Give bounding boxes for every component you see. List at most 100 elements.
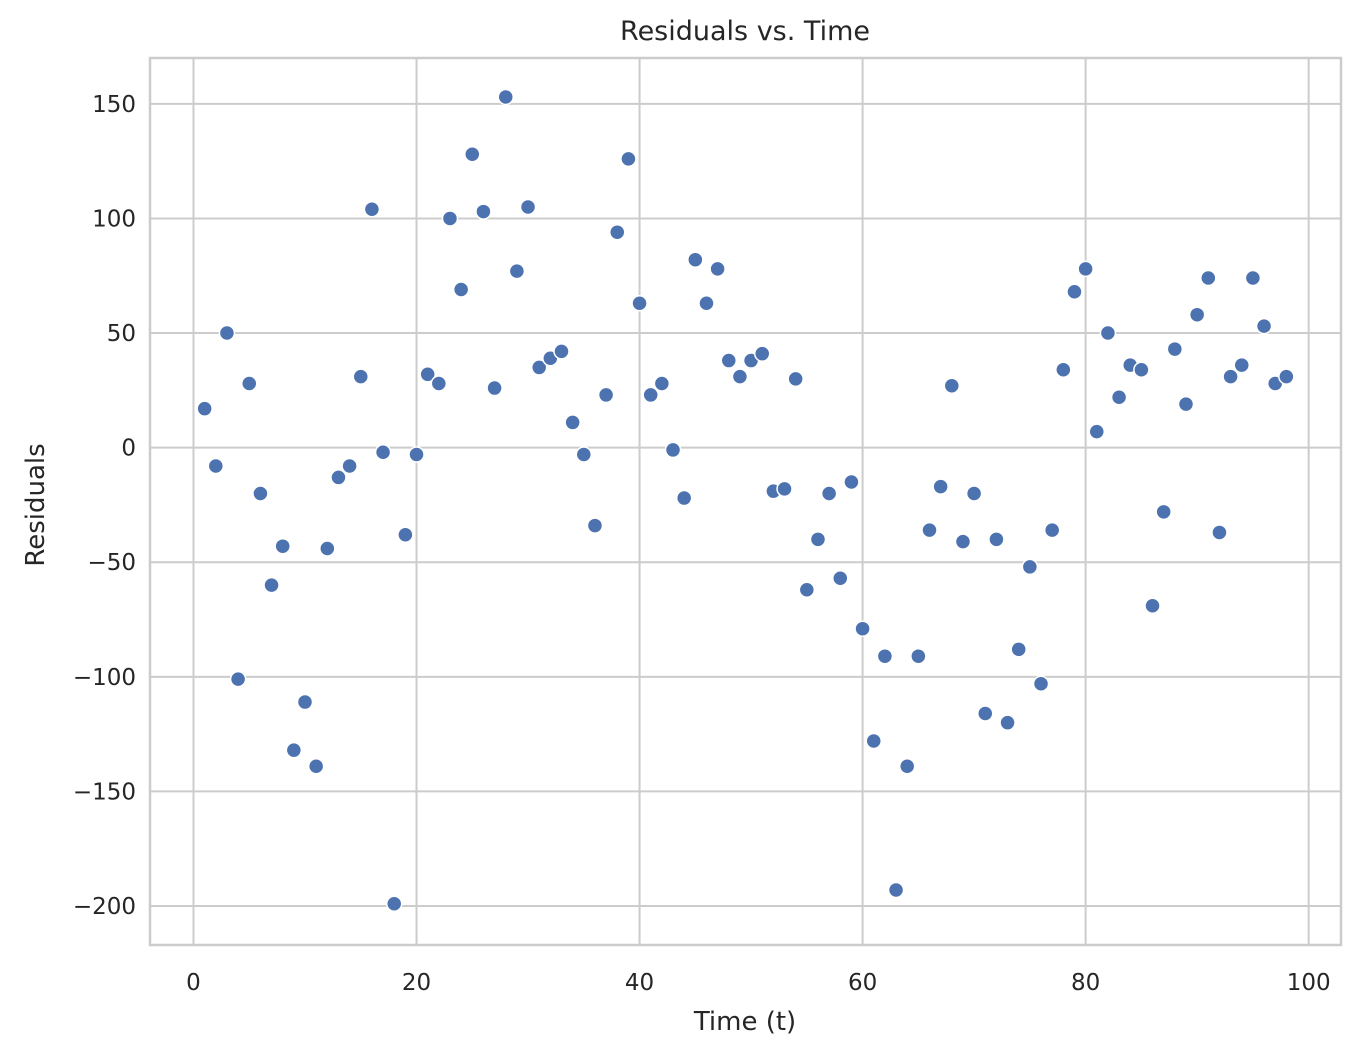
y-tick-label: −150 [73, 779, 136, 805]
grid-lines [150, 58, 1341, 945]
data-point [731, 368, 749, 385]
data-point [977, 705, 994, 722]
data-point [843, 473, 860, 491]
data-point [1032, 675, 1050, 692]
data-point [1110, 388, 1128, 406]
data-point [999, 714, 1016, 731]
data-point [687, 251, 704, 268]
data-point [274, 537, 291, 555]
data-point [419, 366, 436, 383]
data-point [943, 377, 961, 395]
data-points [196, 88, 1295, 912]
data-point [854, 620, 871, 637]
y-tick-labels: 150 100 50 0 −50 −100 −150 −200 [73, 92, 136, 920]
data-point [988, 531, 1005, 548]
x-tick-label: 100 [1287, 970, 1331, 996]
data-point [385, 895, 403, 912]
data-point [307, 757, 325, 775]
data-point [1200, 269, 1217, 287]
data-point [709, 260, 726, 278]
data-point [441, 210, 459, 227]
data-point [497, 88, 514, 106]
data-point [575, 446, 593, 463]
x-tick-labels: 0 20 40 60 80 100 [186, 970, 1330, 996]
data-point [642, 386, 659, 404]
data-point [832, 570, 849, 587]
data-point [508, 262, 526, 280]
data-point [1144, 597, 1161, 615]
data-point [319, 540, 336, 557]
data-point [1155, 503, 1172, 521]
data-point [809, 531, 827, 548]
data-point [1244, 269, 1262, 287]
y-tick-label: −200 [73, 894, 136, 920]
data-point [921, 521, 938, 539]
data-point [397, 526, 414, 543]
data-point [965, 485, 983, 502]
data-point [196, 400, 213, 417]
plot-area-frame [148, 56, 1343, 947]
x-axis-label: Time (t) [693, 1007, 796, 1037]
data-point [530, 359, 548, 376]
x-tick-label: 20 [402, 970, 431, 996]
data-point [898, 757, 916, 775]
data-point [374, 443, 392, 461]
data-point [553, 343, 570, 360]
data-point [675, 489, 693, 507]
y-tick-label: 150 [92, 92, 136, 118]
data-point [1177, 395, 1195, 413]
data-point [1222, 368, 1239, 385]
data-point [910, 647, 927, 665]
data-point [1255, 317, 1273, 335]
x-tick-label: 60 [848, 970, 877, 996]
data-point [698, 294, 715, 312]
data-point [564, 414, 581, 431]
y-tick-label: 0 [121, 436, 136, 462]
data-point [1021, 558, 1039, 576]
data-point [1010, 641, 1027, 658]
data-point [876, 647, 894, 665]
data-point [597, 386, 615, 404]
data-point [341, 457, 358, 475]
data-point [1099, 324, 1117, 342]
data-point [954, 533, 972, 550]
y-axis-label: Residuals [21, 443, 51, 566]
data-point [363, 201, 381, 218]
data-point [1077, 260, 1094, 278]
data-point [1066, 283, 1083, 301]
data-point [464, 146, 481, 163]
data-point [753, 345, 771, 362]
data-point [798, 581, 816, 598]
data-point [207, 457, 225, 475]
data-point [1133, 361, 1150, 378]
data-point [1278, 368, 1295, 385]
x-tick-label: 0 [186, 970, 201, 996]
y-tick-label: 100 [92, 206, 136, 232]
data-point [620, 150, 637, 168]
data-point [452, 281, 470, 298]
data-point [486, 379, 503, 397]
data-point [787, 370, 804, 388]
data-point [430, 375, 448, 392]
data-point [285, 741, 303, 759]
data-point [330, 469, 347, 486]
data-point [1211, 524, 1228, 541]
data-point [1233, 356, 1250, 374]
chart-title: Residuals vs. Time [620, 16, 870, 47]
data-point [1188, 306, 1206, 323]
data-point [252, 485, 269, 502]
data-point [218, 324, 236, 342]
data-point [352, 368, 370, 385]
data-point [653, 375, 671, 392]
data-point [865, 732, 882, 750]
y-tick-label: 50 [107, 321, 136, 347]
x-tick-label: 80 [1071, 970, 1100, 996]
data-point [609, 223, 626, 241]
data-point [229, 670, 247, 688]
data-point [296, 693, 314, 711]
data-point [631, 294, 648, 312]
data-point [820, 485, 838, 502]
data-point [720, 352, 738, 369]
y-tick-label: −100 [73, 665, 136, 691]
